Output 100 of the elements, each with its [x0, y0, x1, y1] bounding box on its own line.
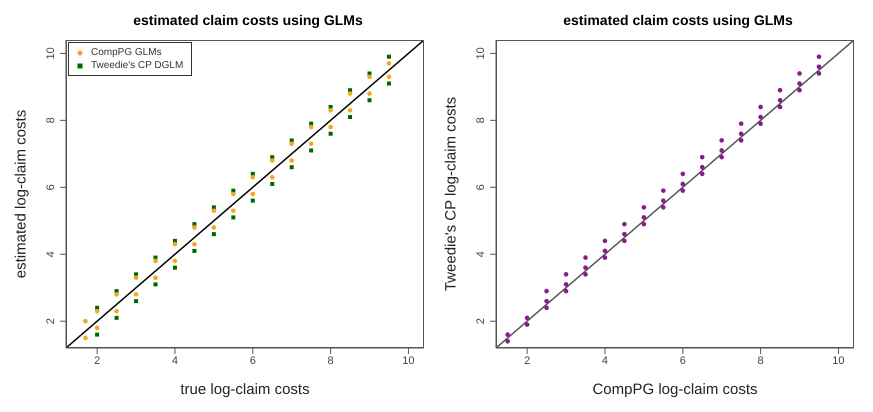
point: [386, 61, 392, 66]
y-tick-label: 10: [475, 47, 487, 60]
point: [348, 91, 352, 96]
point: [505, 332, 510, 337]
point: [778, 88, 782, 93]
point: [719, 154, 724, 160]
y-axis-title: Tweedie's CP log-claim costs: [442, 96, 460, 292]
point: [622, 232, 627, 236]
point: [134, 275, 138, 280]
point: [250, 192, 256, 196]
point: [544, 298, 549, 304]
point: [680, 172, 686, 176]
point: [94, 326, 100, 330]
x-tick-label: 8: [328, 354, 334, 367]
x-axis-title: true log-claim costs: [180, 381, 310, 398]
point: [386, 74, 392, 80]
point: [348, 108, 352, 113]
point: [270, 155, 274, 160]
point: [153, 275, 158, 280]
point: [368, 98, 372, 102]
point: [642, 222, 646, 226]
point: [661, 188, 666, 193]
point: [680, 188, 686, 193]
point: [738, 121, 744, 126]
y-tick-label: 4: [475, 251, 487, 258]
point: [231, 215, 236, 220]
point: [270, 174, 275, 180]
point: [778, 98, 782, 103]
x-tick-label: 6: [680, 354, 686, 367]
point: [661, 205, 666, 210]
point: [348, 115, 352, 119]
point: [680, 182, 686, 186]
point: [114, 292, 119, 297]
point: [816, 71, 822, 76]
point: [661, 198, 666, 203]
point: [622, 222, 627, 226]
point: [328, 132, 333, 136]
y-tick-label: 4: [45, 251, 57, 258]
x-tick-label: 10: [402, 354, 415, 367]
point: [642, 215, 646, 220]
point: [192, 225, 197, 230]
x-tick-label: 6: [250, 354, 256, 367]
point: [290, 165, 294, 170]
point: [602, 248, 608, 254]
point: [270, 158, 275, 163]
point: [114, 316, 119, 320]
point: [212, 232, 216, 236]
x-tick-label: 4: [172, 354, 178, 367]
point: [328, 108, 333, 113]
point: [700, 154, 705, 160]
x-tick-label: 2: [524, 354, 530, 367]
point: [94, 308, 100, 314]
point: [270, 182, 274, 186]
point: [758, 104, 763, 110]
point: [564, 282, 568, 287]
point: [564, 288, 568, 294]
point: [134, 299, 138, 304]
point: [622, 238, 627, 244]
x-tick-label: 10: [832, 354, 845, 367]
point: [212, 225, 216, 230]
y-tick-label: 8: [45, 117, 57, 124]
point: [231, 208, 236, 214]
point: [231, 192, 236, 196]
point: [367, 74, 372, 80]
y-tick-label: 10: [45, 47, 57, 60]
point: [289, 158, 294, 163]
point: [797, 71, 802, 76]
point: [250, 198, 255, 203]
point: [172, 242, 178, 247]
y-tick-label: 8: [475, 117, 487, 124]
point: [386, 54, 391, 59]
y-tick-label: 6: [45, 184, 57, 190]
point: [602, 238, 608, 244]
point: [83, 318, 88, 324]
point: [308, 124, 314, 130]
point: [172, 258, 178, 264]
point: [289, 141, 294, 146]
point: [114, 308, 119, 314]
point: [544, 306, 549, 310]
point: [367, 91, 372, 96]
point: [309, 148, 314, 152]
y-axis-title: estimated log-claim costs: [12, 110, 30, 278]
point: [583, 255, 588, 260]
legend-label: Tweedie's CP DGLM: [91, 59, 184, 72]
point: [83, 336, 88, 340]
x-tick-label: 8: [758, 354, 764, 367]
point: [348, 88, 352, 92]
y-tick-label: 2: [45, 318, 57, 324]
point: [719, 148, 724, 153]
chart-title: estimated claim costs using GLMs: [562, 11, 794, 30]
x-axis-title: CompPG log-claim costs: [592, 381, 758, 398]
x-tick-label: 2: [94, 354, 100, 367]
point: [564, 272, 568, 277]
point: [700, 172, 705, 176]
chart-title: estimated claim costs using GLMs: [132, 11, 364, 30]
point: [700, 164, 705, 170]
point: [797, 81, 802, 86]
point: [778, 104, 782, 110]
point: [719, 138, 724, 143]
point: [583, 272, 588, 277]
